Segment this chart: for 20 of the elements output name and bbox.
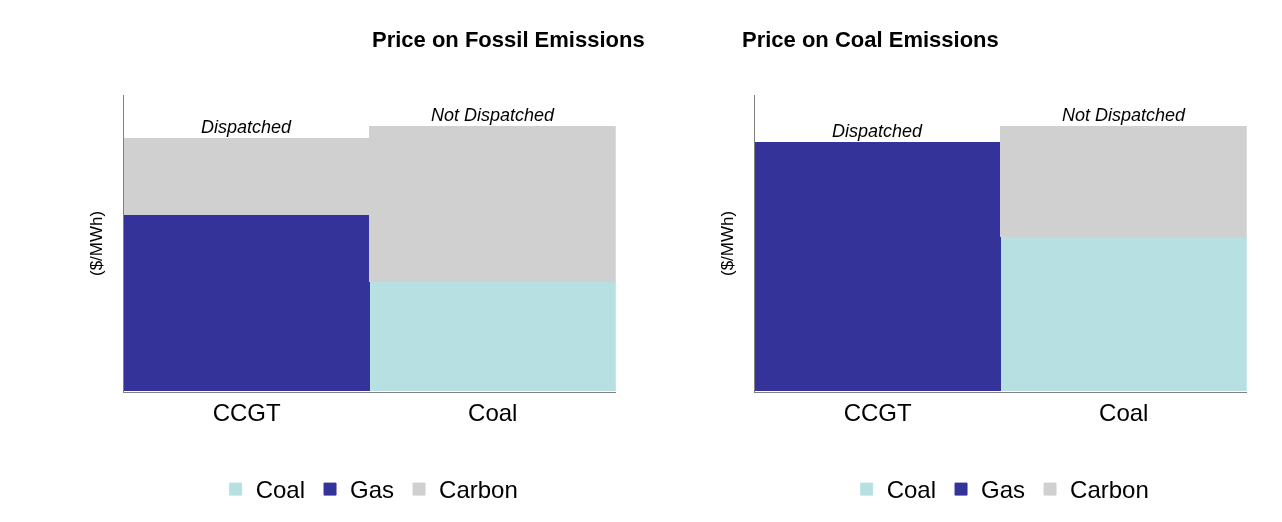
legend-label: Coal xyxy=(886,476,937,504)
legend-label: Carbon xyxy=(1070,476,1149,504)
y-axis-title: ($/MWh) xyxy=(87,210,107,277)
x-tick-label: CCGT xyxy=(843,399,912,427)
annotation: Not Dispatched xyxy=(431,105,556,125)
bar xyxy=(368,281,616,392)
chart-title: Price on Coal Emissions xyxy=(742,27,999,52)
chart-title: Price on Fossil Emissions xyxy=(372,27,645,52)
x-tick-label: Coal xyxy=(1099,399,1149,427)
legend-label: Gas xyxy=(350,476,395,504)
legend-label: Gas xyxy=(981,476,1026,504)
annotation: Not Dispatched xyxy=(1062,105,1187,125)
legend-label: Carbon xyxy=(439,476,518,504)
x-tick-label: CCGT xyxy=(212,399,281,427)
annotation: Dispatched xyxy=(201,117,293,137)
annotation: Dispatched xyxy=(832,121,924,141)
x-tick-label: Coal xyxy=(468,399,518,427)
legend-label: Coal xyxy=(255,476,306,504)
bar xyxy=(123,214,370,392)
y-axis-title: ($/MWh) xyxy=(718,210,738,277)
